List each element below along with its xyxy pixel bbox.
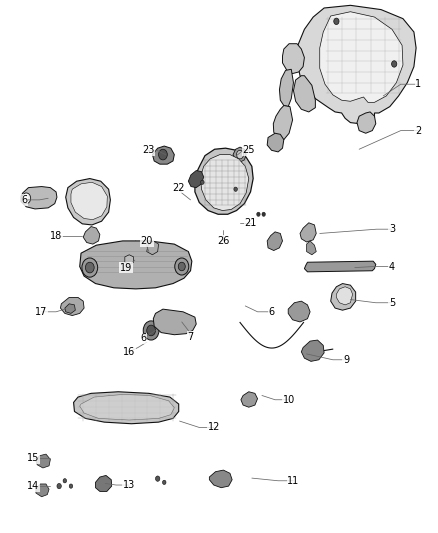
Polygon shape: [21, 187, 57, 209]
Text: 6: 6: [21, 195, 27, 205]
Text: 7: 7: [187, 332, 194, 342]
Polygon shape: [36, 484, 49, 497]
Circle shape: [147, 325, 155, 336]
Text: 20: 20: [141, 236, 153, 246]
Circle shape: [69, 484, 73, 488]
Polygon shape: [36, 454, 50, 468]
Polygon shape: [153, 309, 196, 335]
Text: 6: 6: [141, 334, 147, 343]
Polygon shape: [152, 146, 174, 164]
Polygon shape: [297, 5, 416, 124]
Circle shape: [334, 18, 339, 25]
Polygon shape: [241, 392, 258, 407]
Text: 22: 22: [173, 183, 185, 192]
Circle shape: [392, 61, 397, 67]
Polygon shape: [195, 148, 253, 214]
Polygon shape: [60, 297, 84, 316]
Text: 4: 4: [389, 262, 395, 271]
Text: 5: 5: [389, 298, 395, 308]
Circle shape: [237, 150, 244, 159]
Circle shape: [201, 180, 204, 184]
Polygon shape: [336, 287, 353, 305]
Circle shape: [22, 193, 31, 204]
Circle shape: [162, 480, 166, 484]
Polygon shape: [65, 304, 75, 313]
Text: 12: 12: [208, 423, 220, 432]
Polygon shape: [71, 182, 107, 220]
Circle shape: [159, 149, 167, 160]
Polygon shape: [300, 223, 316, 242]
Polygon shape: [293, 76, 315, 112]
Polygon shape: [80, 394, 174, 420]
Circle shape: [234, 187, 237, 191]
Polygon shape: [331, 284, 356, 310]
Polygon shape: [209, 470, 232, 488]
Text: 21: 21: [244, 218, 257, 228]
Polygon shape: [201, 155, 249, 211]
Circle shape: [82, 258, 98, 277]
Polygon shape: [307, 241, 316, 255]
Polygon shape: [80, 241, 192, 289]
Text: 26: 26: [217, 236, 230, 246]
Polygon shape: [66, 179, 110, 225]
Polygon shape: [188, 171, 204, 188]
Polygon shape: [267, 133, 284, 152]
Circle shape: [63, 479, 67, 483]
Text: 14: 14: [27, 481, 39, 491]
Text: 19: 19: [120, 263, 132, 272]
Circle shape: [155, 476, 160, 481]
Circle shape: [257, 212, 260, 216]
Polygon shape: [233, 147, 246, 162]
Circle shape: [126, 256, 133, 264]
Polygon shape: [320, 12, 403, 102]
Polygon shape: [83, 227, 100, 244]
Polygon shape: [283, 44, 304, 74]
Text: 6: 6: [268, 307, 275, 317]
Text: 15: 15: [27, 454, 39, 463]
Polygon shape: [273, 106, 293, 140]
Text: 18: 18: [50, 231, 62, 240]
Polygon shape: [288, 301, 310, 322]
Polygon shape: [301, 340, 324, 361]
Circle shape: [57, 483, 61, 489]
Polygon shape: [95, 475, 112, 491]
Circle shape: [262, 212, 265, 216]
Text: 9: 9: [343, 355, 349, 365]
Polygon shape: [147, 241, 159, 255]
Text: 13: 13: [123, 480, 135, 490]
Polygon shape: [267, 232, 283, 251]
Text: 23: 23: [142, 146, 154, 155]
Circle shape: [178, 262, 185, 271]
Circle shape: [85, 262, 94, 273]
Text: 11: 11: [287, 476, 300, 486]
Text: 25: 25: [243, 146, 255, 155]
Polygon shape: [74, 392, 179, 424]
Circle shape: [175, 258, 189, 275]
Polygon shape: [304, 261, 376, 272]
Text: 10: 10: [283, 395, 295, 405]
Text: 1: 1: [415, 79, 421, 89]
Polygon shape: [279, 69, 293, 107]
Text: 16: 16: [123, 347, 135, 357]
Polygon shape: [125, 255, 134, 264]
Circle shape: [143, 321, 159, 340]
Text: 3: 3: [389, 224, 395, 234]
Text: 2: 2: [415, 126, 421, 135]
Polygon shape: [357, 112, 376, 133]
Text: 17: 17: [35, 307, 48, 317]
